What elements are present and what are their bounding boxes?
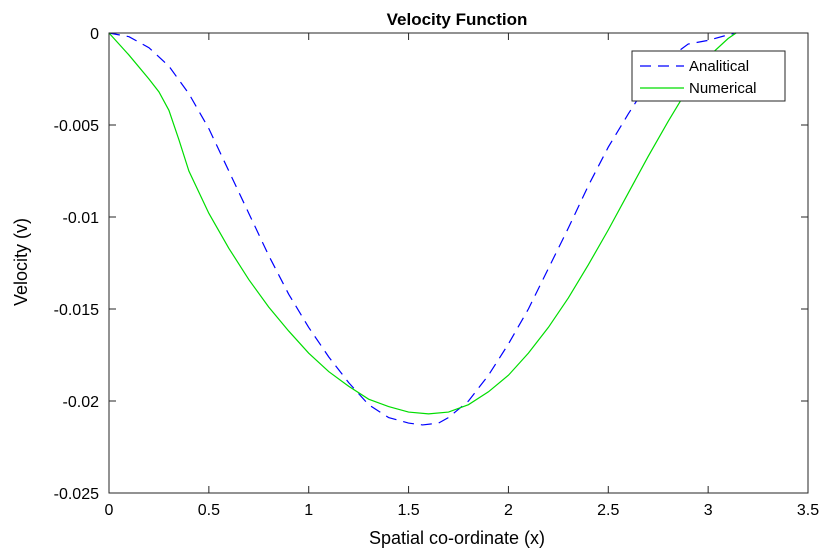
y-tick-label: -0.01 xyxy=(63,210,100,227)
x-tick-label: 3 xyxy=(704,502,713,519)
y-tick-label: -0.005 xyxy=(54,118,99,135)
y-tick-label: -0.02 xyxy=(63,394,100,411)
plot-frame xyxy=(108,32,809,494)
x-tick-label: 3.5 xyxy=(797,502,819,519)
x-tick-label: 2.5 xyxy=(597,502,619,519)
y-tick-label: -0.025 xyxy=(54,486,99,503)
y-tick-label: -0.015 xyxy=(54,302,99,319)
x-tick-label: 0.5 xyxy=(198,502,220,519)
y-axis-label: Velocity (v) xyxy=(11,218,31,306)
plot-layer: 0 0.5 1 1.5 2 2.5 3 3.5 -0.025 -0.02 -0.015 -0.01 -0… xyxy=(54,26,820,519)
series-line-numerical xyxy=(108,32,737,415)
legend-box xyxy=(631,50,786,102)
x-tick-label: 1 xyxy=(304,502,313,519)
x-tick-label: 0 xyxy=(105,502,114,519)
chart-title: Velocity Function xyxy=(387,10,528,29)
x-tick-label: 2 xyxy=(504,502,513,519)
legend-label-numerical: Numerical xyxy=(689,80,757,97)
x-axis-label: Spatial co-ordinate (x) xyxy=(369,528,545,548)
x-tick-label: 1.5 xyxy=(397,502,419,519)
y-tick-label: 0 xyxy=(90,26,99,43)
legend-label-analitical: Analitical xyxy=(689,58,749,75)
